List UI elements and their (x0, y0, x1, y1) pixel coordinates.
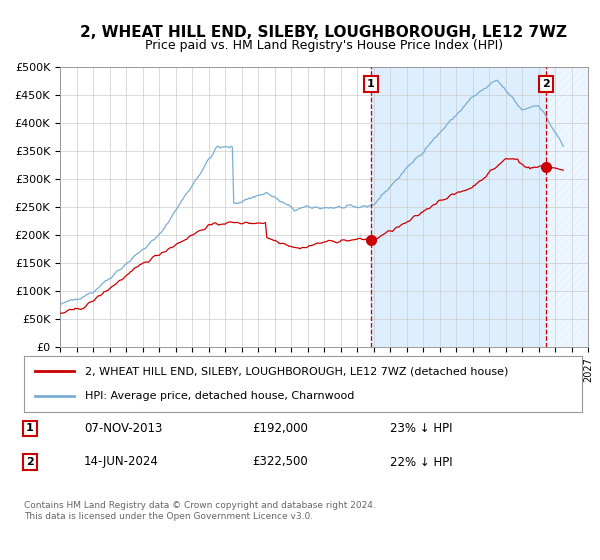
Text: 14-JUN-2024: 14-JUN-2024 (84, 455, 159, 469)
Text: 2, WHEAT HILL END, SILEBY, LOUGHBOROUGH, LE12 7WZ (detached house): 2, WHEAT HILL END, SILEBY, LOUGHBOROUGH,… (85, 366, 509, 376)
Text: Price paid vs. HM Land Registry's House Price Index (HPI): Price paid vs. HM Land Registry's House … (145, 39, 503, 52)
Text: 2, WHEAT HILL END, SILEBY, LOUGHBOROUGH, LE12 7WZ: 2, WHEAT HILL END, SILEBY, LOUGHBOROUGH,… (80, 25, 568, 40)
Text: HPI: Average price, detached house, Charnwood: HPI: Average price, detached house, Char… (85, 391, 355, 401)
Text: 1: 1 (26, 423, 34, 433)
Text: 22% ↓ HPI: 22% ↓ HPI (390, 455, 452, 469)
Text: 2: 2 (26, 457, 34, 467)
Text: £322,500: £322,500 (252, 455, 308, 469)
Bar (371, 67, 546, 347)
Text: 2: 2 (542, 79, 550, 89)
Text: Contains HM Land Registry data © Crown copyright and database right 2024.
This d: Contains HM Land Registry data © Crown c… (24, 501, 376, 521)
Text: 1: 1 (367, 79, 375, 89)
Text: 23% ↓ HPI: 23% ↓ HPI (390, 422, 452, 435)
Bar (546, 67, 588, 347)
Text: £192,000: £192,000 (252, 422, 308, 435)
Text: 07-NOV-2013: 07-NOV-2013 (84, 422, 163, 435)
